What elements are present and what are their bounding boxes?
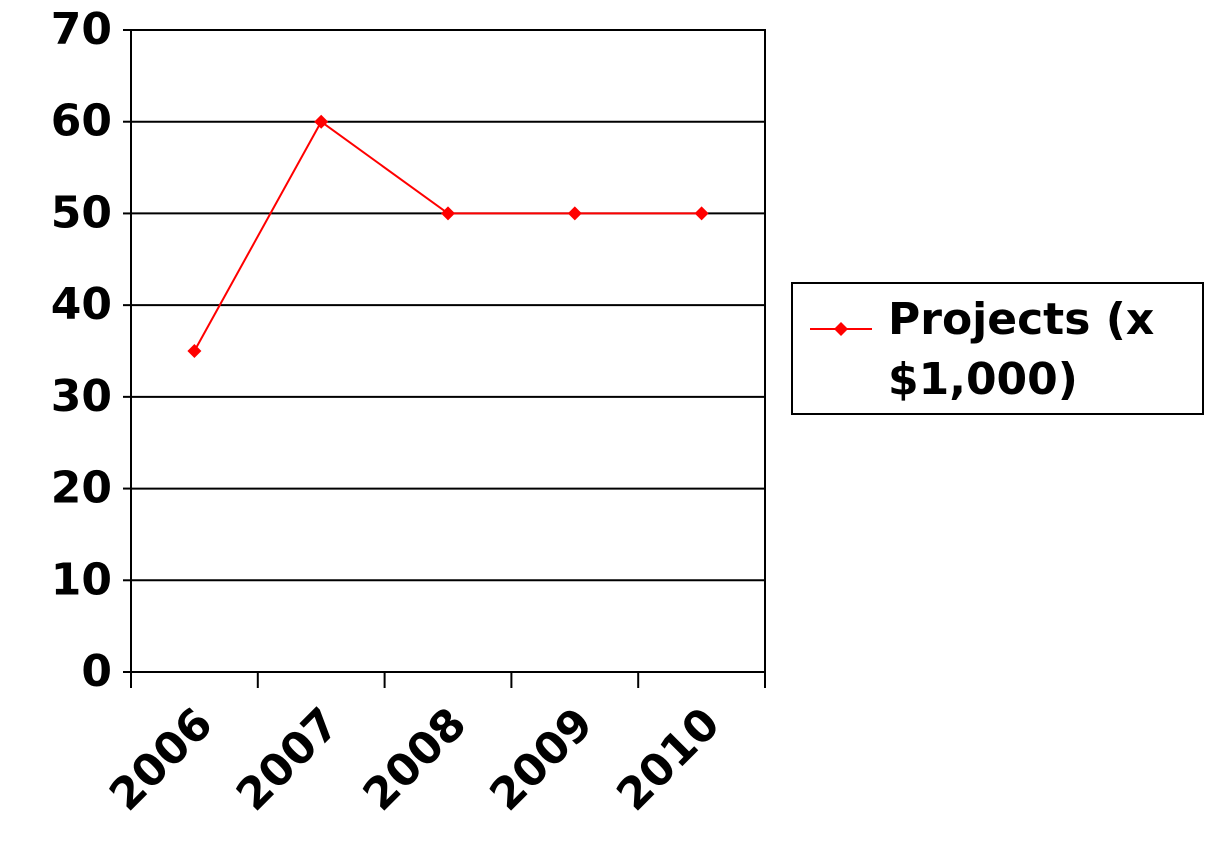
y-tick-label: 10 <box>51 554 112 605</box>
data-point <box>314 114 329 129</box>
y-tick-label: 20 <box>51 463 112 514</box>
legend-marker <box>834 322 848 336</box>
legend: Projects (x $1,000) <box>791 282 1204 415</box>
data-point <box>187 344 202 358</box>
y-tick-label: 30 <box>51 371 112 422</box>
y-tick-label: 0 <box>81 646 112 697</box>
y-tick-label: 70 <box>51 4 112 55</box>
data-point <box>694 206 709 221</box>
x-tick-label: 2007 <box>227 698 350 821</box>
y-tick-label: 60 <box>51 96 112 147</box>
x-tick-label: 2009 <box>480 698 603 821</box>
x-tick-label: 2008 <box>354 698 477 821</box>
data-point <box>567 206 582 221</box>
series-line <box>193 120 702 352</box>
legend-swatch <box>810 322 872 336</box>
y-tick-label: 50 <box>51 187 112 238</box>
x-tick-label: 2006 <box>100 698 223 821</box>
data-point <box>441 206 455 221</box>
y-tick-label: 40 <box>51 279 112 330</box>
plot-border <box>130 29 766 673</box>
x-tick-label: 2010 <box>607 698 730 821</box>
legend-label: Projects (x $1,000) <box>888 294 1155 405</box>
